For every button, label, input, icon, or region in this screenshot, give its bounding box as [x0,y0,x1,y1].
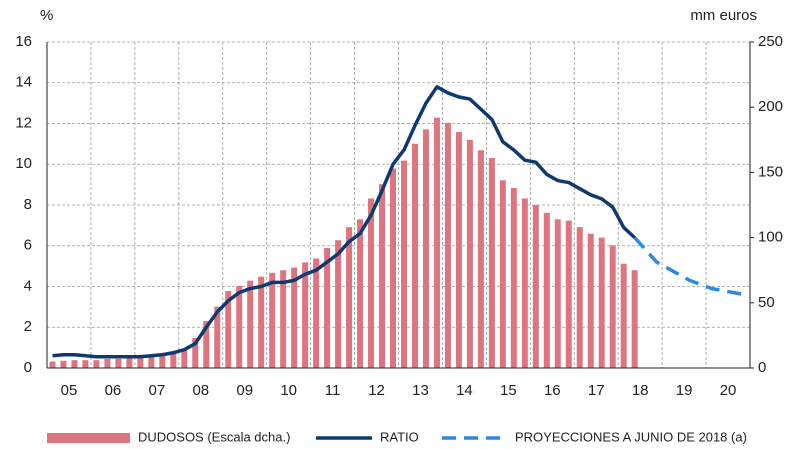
y2-tick-label: 150 [758,163,783,180]
bar [357,219,364,368]
bar [148,356,155,368]
x-tick-label: 15 [500,382,517,399]
y-tick-label: 2 [24,318,32,335]
bar [422,129,429,368]
bar [379,184,386,368]
bar [510,188,517,368]
bar [170,353,177,368]
bar [390,168,397,368]
bar [93,360,100,368]
x-tick-label: 16 [544,382,561,399]
bar [565,220,572,368]
x-tick-label: 18 [632,382,649,399]
legend-label: PROYECCIONES A JUNIO DE 2018 (a) [515,429,747,444]
bar [203,321,210,368]
x-tick-label: 20 [720,382,737,399]
x-tick-label: 06 [105,382,122,399]
bar [598,237,605,368]
bar [71,360,78,368]
bar [126,357,133,368]
y2-tick-label: 200 [758,98,783,115]
bar [455,131,462,368]
legend-label: RATIO [380,429,419,444]
y-tick-label: 16 [15,33,32,50]
bar [400,160,407,368]
x-tick-label: 05 [61,382,78,399]
bar [60,360,67,368]
projection-line [633,236,745,297]
x-tick-label: 12 [368,382,385,399]
bar [236,285,243,368]
bar [104,358,111,368]
x-tick-label: 07 [149,382,166,399]
bar [181,349,188,368]
y-tick-label: 12 [15,114,32,131]
bar [269,272,276,368]
bar [368,198,375,368]
y-axis-label: % [40,7,53,24]
y2-axis-label: mm euros [690,7,757,24]
bar [335,240,342,368]
bar [620,263,627,368]
bar [137,357,144,368]
ratio-line [52,85,636,359]
bar [609,245,616,368]
bar [225,291,232,368]
bar [280,270,287,368]
bar [302,262,309,368]
y-tick-label: 6 [24,237,32,254]
bar [587,233,594,368]
x-tick-label: 10 [280,382,297,399]
y2-tick-label: 100 [758,229,783,246]
bar [499,180,506,368]
legend-swatch [47,433,130,443]
y-tick-label: 4 [24,277,32,294]
y-tick-label: 0 [24,359,32,376]
y-tick-label: 14 [15,74,32,91]
bar [49,361,56,368]
bar [346,227,353,368]
y-tick-label: 8 [24,196,32,213]
bar [324,248,331,368]
bar [477,150,484,368]
bar [433,117,440,368]
bar [247,280,254,368]
x-tick-label: 08 [192,382,209,399]
bar [543,212,550,368]
y2-tick-label: 50 [758,294,775,311]
bar [521,198,528,368]
x-tick-label: 17 [588,382,605,399]
x-tick-label: 14 [456,382,473,399]
bar [631,270,638,368]
y2-tick-label: 0 [758,359,766,376]
bar [576,227,583,368]
bar [554,219,561,368]
bar [82,360,89,368]
bar [444,122,451,369]
bar [291,267,298,368]
bar [258,276,265,368]
bar [115,358,122,368]
bar [313,258,320,368]
bar [466,139,473,368]
x-tick-label: 19 [676,382,693,399]
y2-tick-label: 250 [758,33,783,50]
x-tick-label: 09 [236,382,253,399]
x-tick-label: 13 [412,382,429,399]
legend-label: DUDOSOS (Escala dcha.) [138,429,290,444]
bar [214,306,221,368]
bar [411,143,418,368]
y-tick-label: 10 [15,155,32,172]
bar [192,338,199,368]
bar [159,356,166,368]
x-tick-label: 11 [325,382,341,399]
bar [532,205,539,368]
bar [488,158,495,368]
